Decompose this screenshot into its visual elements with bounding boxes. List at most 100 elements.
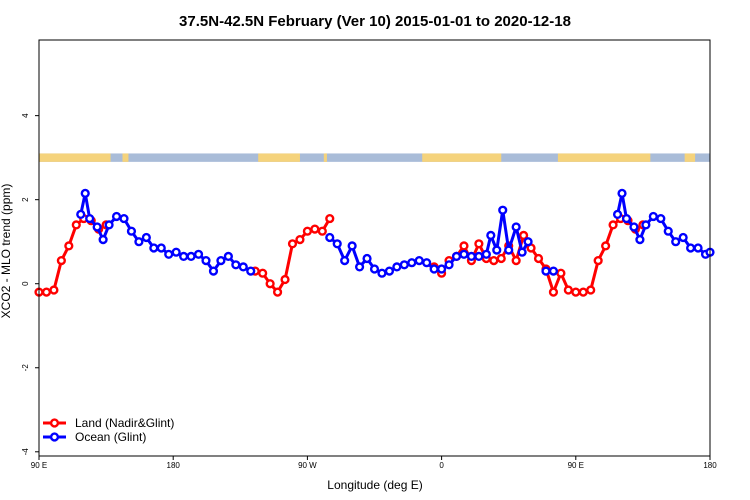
data-point bbox=[444, 260, 454, 270]
data-point bbox=[481, 249, 491, 259]
data-point bbox=[466, 251, 477, 262]
data-point bbox=[265, 279, 275, 289]
data-point bbox=[141, 232, 151, 243]
data-point bbox=[686, 243, 696, 253]
data-point bbox=[422, 258, 432, 268]
data-point bbox=[119, 213, 129, 224]
data-point bbox=[496, 253, 506, 264]
data-point bbox=[149, 243, 159, 253]
y-tick-label: 2 bbox=[21, 197, 30, 202]
data-point bbox=[519, 230, 529, 240]
data-point bbox=[332, 239, 342, 249]
data-point bbox=[459, 241, 469, 251]
data-point bbox=[429, 264, 439, 274]
legend-marker bbox=[49, 418, 60, 428]
data-point bbox=[489, 256, 499, 266]
data-point bbox=[671, 237, 681, 247]
data-point bbox=[523, 237, 533, 247]
data-point bbox=[317, 226, 327, 236]
data-point bbox=[635, 234, 645, 245]
data-point bbox=[92, 222, 102, 232]
data-point bbox=[76, 209, 86, 219]
data-point bbox=[186, 251, 196, 262]
data-point bbox=[678, 232, 688, 243]
data-point bbox=[563, 285, 573, 295]
data-point bbox=[586, 285, 596, 295]
land-strip-segment bbox=[323, 153, 327, 162]
data-point bbox=[474, 239, 484, 249]
data-point bbox=[548, 266, 559, 276]
data-point bbox=[492, 245, 502, 255]
land-strip-segment bbox=[258, 153, 300, 162]
data-point bbox=[216, 256, 226, 266]
data-point bbox=[369, 264, 380, 274]
data-point bbox=[41, 287, 52, 297]
x-tick-label: 90 E bbox=[568, 461, 584, 470]
data-point bbox=[362, 253, 372, 264]
land-strip-segment bbox=[557, 153, 651, 162]
data-point bbox=[201, 256, 211, 266]
data-point bbox=[126, 226, 137, 236]
data-point bbox=[56, 256, 66, 266]
data-point bbox=[474, 251, 484, 262]
data-point bbox=[193, 249, 204, 259]
x-tick-label: 180 bbox=[167, 461, 181, 470]
data-point bbox=[414, 256, 424, 266]
data-point bbox=[663, 226, 673, 236]
data-point bbox=[223, 251, 233, 262]
data-point bbox=[64, 241, 74, 251]
data-point bbox=[377, 268, 387, 278]
ocean-strip-band bbox=[39, 153, 710, 162]
y-axis-label: XCO2 - MLO trend (ppm) bbox=[0, 184, 13, 319]
land-strip-segment bbox=[39, 153, 111, 162]
data-point bbox=[208, 266, 219, 276]
data-point bbox=[347, 241, 357, 251]
y-tick-label: -4 bbox=[21, 448, 30, 456]
data-point bbox=[556, 268, 566, 278]
data-point bbox=[354, 262, 365, 272]
data-point bbox=[578, 287, 588, 297]
data-point bbox=[641, 220, 651, 230]
legend: Land (Nadir&Glint)Ocean (Glint) bbox=[43, 416, 174, 444]
data-point bbox=[179, 251, 189, 262]
data-point bbox=[272, 287, 283, 297]
land-strip-segment bbox=[122, 153, 129, 162]
series-land bbox=[34, 213, 648, 297]
legend-entry-label: Land (Nadir&Glint) bbox=[75, 416, 174, 430]
data-point bbox=[498, 205, 508, 215]
data-point bbox=[608, 220, 618, 230]
data-point bbox=[504, 245, 514, 255]
data-point bbox=[648, 211, 658, 222]
data-point bbox=[156, 243, 166, 253]
data-point bbox=[612, 209, 623, 219]
data-point bbox=[258, 268, 268, 278]
data-point bbox=[71, 220, 81, 230]
land-strip-segment bbox=[684, 153, 696, 162]
data-point bbox=[171, 247, 181, 257]
series-ocean bbox=[76, 188, 715, 278]
y-tick-label: 4 bbox=[21, 113, 30, 118]
series-layer bbox=[34, 188, 715, 297]
x-tick-label: 90 E bbox=[31, 461, 47, 470]
data-point bbox=[459, 249, 469, 259]
x-tick-label: 0 bbox=[439, 461, 444, 470]
y-tick-label: -2 bbox=[21, 364, 30, 372]
data-point bbox=[325, 232, 335, 243]
data-point bbox=[49, 285, 59, 295]
data-point bbox=[280, 274, 290, 285]
y-tick-label: 0 bbox=[21, 281, 30, 286]
data-point bbox=[104, 220, 114, 230]
data-point bbox=[384, 266, 395, 276]
data-point bbox=[533, 253, 544, 264]
data-point bbox=[80, 188, 90, 198]
data-point bbox=[656, 213, 666, 224]
data-point bbox=[310, 224, 320, 234]
data-point bbox=[287, 239, 298, 249]
data-point bbox=[571, 287, 581, 297]
data-point bbox=[231, 260, 241, 270]
land-ocean-strip bbox=[39, 153, 710, 162]
data-point bbox=[511, 222, 521, 232]
data-point bbox=[486, 230, 496, 240]
data-point bbox=[511, 256, 521, 266]
